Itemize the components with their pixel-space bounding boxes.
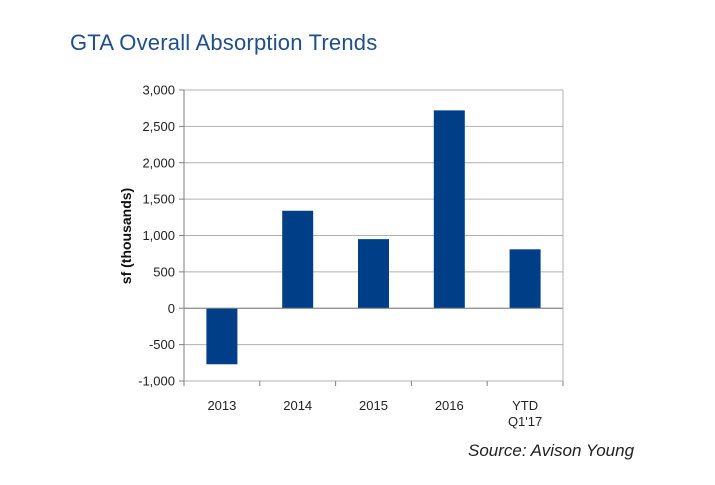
y-tick-label: -1,000	[138, 374, 175, 389]
bar	[358, 239, 389, 309]
y-tick-label: 2,500	[142, 119, 175, 134]
y-axis-label: sf (thousands)	[118, 188, 134, 284]
bar	[282, 210, 314, 309]
y-tick-label: 1,000	[142, 228, 175, 243]
x-tick-labels: 2013 2014 2015 2016 YTD Q1'17	[207, 398, 542, 429]
y-tick-label: 1,500	[142, 192, 175, 207]
bar	[433, 110, 465, 309]
y-tick-label: 3,000	[142, 83, 175, 98]
y-tick-label: 500	[153, 264, 175, 279]
y-tick-label: -500	[149, 337, 175, 352]
x-tick-label: 2014	[283, 398, 312, 413]
y-tick-label: 2,000	[142, 155, 175, 170]
x-tick-label: YTD Q1'17	[508, 398, 542, 429]
x-tick-label: 2015	[359, 398, 388, 413]
source-note: Source: Avison Young	[468, 441, 635, 460]
y-tick-label: 0	[168, 301, 175, 316]
bar	[206, 308, 238, 365]
chart-title: GTA Overall Absorption Trends	[70, 30, 378, 55]
x-tick-label: 2013	[207, 398, 236, 413]
x-tick-label: 2016	[435, 398, 464, 413]
bar	[509, 249, 541, 309]
bars	[206, 110, 541, 365]
grid-lines	[184, 89, 563, 382]
y-tick-labels: -1,000 -500 0 500 1,000 1,500 2,000 2,500 3,000	[138, 83, 175, 389]
axes	[179, 89, 564, 386]
